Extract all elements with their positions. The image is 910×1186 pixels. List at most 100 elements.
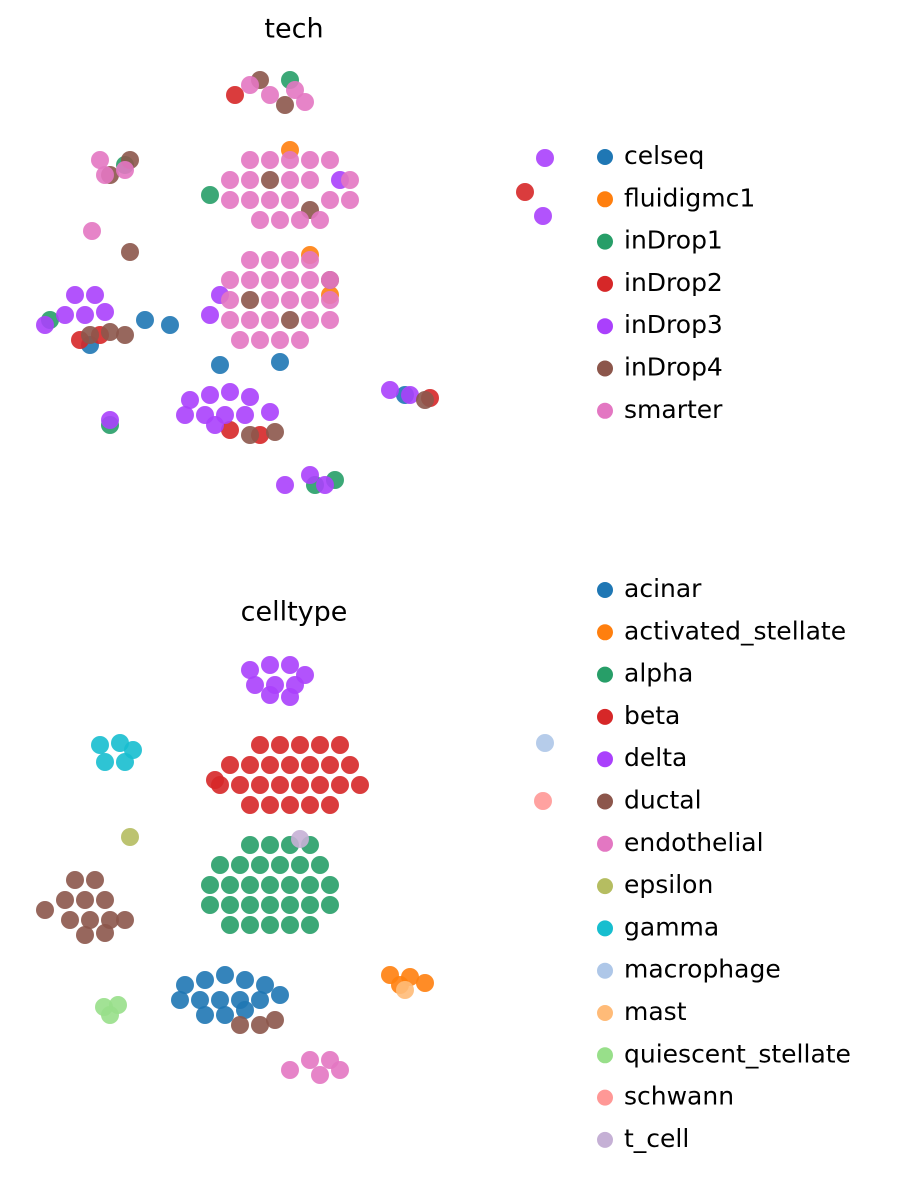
point bbox=[96, 924, 114, 942]
point bbox=[241, 896, 259, 914]
point bbox=[206, 771, 224, 789]
legend-label: mast bbox=[624, 997, 687, 1026]
point bbox=[301, 271, 319, 289]
legend-marker bbox=[597, 318, 613, 335]
point bbox=[291, 211, 309, 229]
legend-label: endothelial bbox=[624, 828, 764, 857]
point bbox=[341, 171, 359, 189]
point bbox=[291, 830, 309, 848]
point bbox=[261, 151, 279, 169]
point bbox=[116, 753, 134, 771]
point bbox=[56, 306, 74, 324]
point bbox=[176, 976, 194, 994]
point bbox=[86, 286, 104, 304]
point bbox=[36, 316, 54, 334]
legend-marker bbox=[597, 793, 613, 810]
point bbox=[271, 986, 289, 1004]
point bbox=[261, 896, 279, 914]
point bbox=[256, 976, 274, 994]
point bbox=[276, 476, 294, 494]
point bbox=[221, 271, 239, 289]
point bbox=[281, 916, 299, 934]
point bbox=[241, 876, 259, 894]
legend-label: inDrop4 bbox=[624, 353, 723, 382]
point bbox=[291, 856, 309, 874]
point bbox=[416, 974, 434, 992]
point bbox=[286, 81, 304, 99]
point bbox=[316, 476, 334, 494]
legend-label: celseq bbox=[624, 141, 704, 170]
point bbox=[321, 291, 339, 309]
point bbox=[311, 211, 329, 229]
legend-marker bbox=[597, 1089, 613, 1106]
point bbox=[261, 836, 279, 854]
point bbox=[281, 291, 299, 309]
point bbox=[271, 331, 289, 349]
point bbox=[321, 311, 339, 329]
point bbox=[301, 291, 319, 309]
point bbox=[236, 1001, 254, 1019]
point bbox=[534, 207, 552, 225]
point bbox=[96, 166, 114, 184]
point bbox=[221, 311, 239, 329]
point bbox=[231, 856, 249, 874]
legend-marker bbox=[597, 962, 613, 979]
legend-label: acinar bbox=[624, 574, 702, 603]
point bbox=[251, 331, 269, 349]
point bbox=[221, 171, 239, 189]
point bbox=[341, 756, 359, 774]
point bbox=[201, 896, 219, 914]
point bbox=[81, 326, 99, 344]
point bbox=[241, 271, 259, 289]
point bbox=[241, 916, 259, 934]
point bbox=[301, 756, 319, 774]
point bbox=[56, 891, 74, 909]
point bbox=[86, 871, 104, 889]
point bbox=[66, 286, 84, 304]
legend-label: inDrop3 bbox=[624, 310, 723, 339]
point bbox=[271, 856, 289, 874]
point bbox=[311, 1066, 329, 1084]
point bbox=[301, 151, 319, 169]
point bbox=[241, 171, 259, 189]
point bbox=[261, 86, 279, 104]
legend-marker bbox=[597, 1047, 613, 1064]
point bbox=[231, 1016, 249, 1034]
legend-label: schwann bbox=[624, 1082, 734, 1111]
point bbox=[231, 331, 249, 349]
legend-label: macrophage bbox=[624, 955, 781, 984]
legend-label: gamma bbox=[624, 912, 719, 941]
point bbox=[66, 871, 84, 889]
point bbox=[281, 251, 299, 269]
point bbox=[101, 1006, 119, 1024]
point bbox=[301, 251, 319, 269]
point bbox=[241, 426, 259, 444]
point bbox=[301, 311, 319, 329]
legend-label: inDrop2 bbox=[624, 268, 723, 297]
point bbox=[266, 423, 284, 441]
point bbox=[201, 306, 219, 324]
point bbox=[96, 303, 114, 321]
point bbox=[261, 311, 279, 329]
point bbox=[281, 896, 299, 914]
point bbox=[116, 161, 134, 179]
point bbox=[251, 736, 269, 754]
legend-label: quiescent_stellate bbox=[624, 1039, 851, 1068]
point bbox=[76, 926, 94, 944]
point bbox=[261, 403, 279, 421]
point bbox=[206, 416, 224, 434]
point bbox=[91, 736, 109, 754]
legend-marker bbox=[597, 191, 613, 208]
point bbox=[211, 856, 229, 874]
legend-label: activated_stellate bbox=[624, 616, 846, 645]
point bbox=[91, 151, 109, 169]
point bbox=[241, 151, 259, 169]
point bbox=[321, 191, 339, 209]
point bbox=[301, 1051, 319, 1069]
point bbox=[236, 406, 254, 424]
point bbox=[161, 316, 179, 334]
point bbox=[171, 991, 189, 1009]
chart-title: tech bbox=[264, 14, 323, 45]
point bbox=[216, 966, 234, 984]
